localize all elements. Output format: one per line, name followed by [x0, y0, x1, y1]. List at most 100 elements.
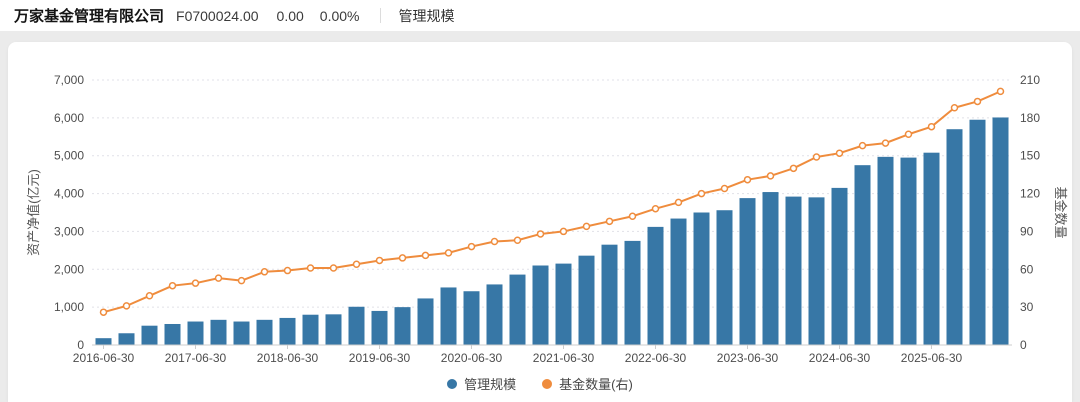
line-point[interactable] [904, 130, 913, 139]
line-point[interactable] [398, 254, 407, 262]
bar[interactable] [417, 298, 434, 345]
left-axis-tick-label: 7,000 [54, 73, 84, 87]
bar[interactable] [118, 333, 135, 345]
bar[interactable] [808, 197, 825, 345]
line-point[interactable] [99, 308, 108, 316]
line-point[interactable] [927, 122, 936, 131]
bar[interactable] [900, 157, 917, 345]
bar[interactable] [463, 291, 480, 345]
bar[interactable] [509, 274, 526, 345]
bar[interactable] [371, 310, 388, 345]
bar[interactable] [164, 323, 181, 345]
bar[interactable] [348, 306, 365, 345]
line-point[interactable] [973, 97, 982, 106]
line-point[interactable] [260, 268, 269, 276]
line-point[interactable] [605, 217, 614, 226]
x-axis-tick-label: 2019-06-30 [349, 351, 411, 365]
line-point[interactable] [214, 274, 223, 282]
line-point[interactable] [191, 279, 200, 287]
bar[interactable] [624, 240, 641, 345]
bar[interactable] [233, 321, 250, 345]
bar[interactable] [831, 187, 848, 345]
line-point[interactable] [720, 184, 729, 193]
line-point[interactable] [306, 264, 315, 272]
top-header-bar: 万家基金管理有限公司 F0700024.00 0.00 0.00% 管理规模 [0, 0, 1080, 31]
bar[interactable] [693, 212, 710, 346]
line-point[interactable] [513, 236, 522, 245]
line-point[interactable] [858, 141, 867, 150]
line-point[interactable] [283, 266, 292, 275]
header-divider [379, 8, 381, 23]
line-point[interactable] [628, 212, 637, 221]
bar[interactable] [555, 263, 572, 345]
left-axis-tick-label: 0 [77, 338, 84, 352]
line-point[interactable] [789, 164, 798, 173]
legend-dot-blue [447, 378, 458, 389]
bar[interactable] [785, 196, 802, 345]
line-point[interactable] [237, 276, 246, 285]
bar[interactable] [256, 319, 273, 345]
line-point[interactable] [559, 227, 568, 236]
bar[interactable] [578, 255, 595, 345]
bar[interactable] [739, 198, 756, 345]
bar[interactable] [302, 314, 319, 345]
line-point[interactable] [168, 281, 177, 290]
bar[interactable] [394, 307, 411, 345]
bar[interactable] [187, 321, 204, 345]
line-point[interactable] [651, 204, 660, 213]
fund-code: F0700024.00 [176, 7, 259, 24]
line-point[interactable] [835, 149, 844, 157]
line-point[interactable] [766, 172, 775, 180]
bar[interactable] [877, 156, 894, 345]
bar[interactable] [647, 226, 664, 345]
left-axis-tick-label: 1,000 [54, 300, 84, 314]
bar[interactable] [601, 244, 618, 345]
line-point[interactable] [743, 175, 752, 184]
line-point[interactable] [375, 256, 384, 265]
bar[interactable] [325, 314, 342, 345]
line-point[interactable] [122, 302, 131, 310]
legend-dot-orange [542, 378, 553, 389]
bar[interactable] [532, 265, 549, 346]
bar[interactable] [946, 129, 963, 345]
right-axis-tick-label: 210 [1020, 73, 1040, 87]
bar[interactable] [670, 218, 687, 345]
bar[interactable] [95, 338, 112, 345]
legend-item-fund-count[interactable]: 基金数量(右) [542, 374, 633, 393]
line-point[interactable] [329, 264, 338, 272]
bar[interactable] [854, 165, 871, 345]
x-axis-tick-label: 2018-06-30 [257, 351, 319, 365]
bar[interactable] [969, 119, 986, 345]
bar[interactable] [279, 317, 296, 345]
line-point[interactable] [536, 230, 545, 238]
bar[interactable] [762, 192, 779, 345]
line-point[interactable] [490, 237, 499, 246]
x-axis-tick-label: 2024-06-30 [809, 351, 871, 365]
line-point[interactable] [996, 87, 1005, 96]
line-point[interactable] [950, 104, 959, 112]
bar[interactable] [923, 152, 940, 345]
x-axis-tick-label: 2023-06-30 [717, 351, 779, 365]
bar[interactable] [141, 325, 158, 345]
bar[interactable] [716, 210, 733, 345]
line-point[interactable] [582, 222, 591, 231]
legend-item-management-scale[interactable]: 管理规模 [447, 374, 516, 393]
tab-management-scale[interactable]: 管理规模 [398, 7, 455, 24]
line-point[interactable] [674, 198, 683, 207]
bar[interactable] [992, 117, 1009, 345]
line-point[interactable] [352, 260, 361, 268]
line-point[interactable] [467, 242, 476, 251]
line-point[interactable] [697, 189, 706, 198]
bar[interactable] [486, 284, 503, 345]
legend-label: 管理规模 [464, 377, 517, 392]
right-axis-tick-label: 150 [1020, 149, 1040, 163]
line-point[interactable] [444, 249, 453, 257]
right-axis-tick-label: 180 [1020, 111, 1040, 125]
line-point[interactable] [421, 251, 430, 260]
bar[interactable] [440, 287, 457, 345]
chart-canvas[interactable]: 0 0 1,000 30 2,000 60 3,000 90 4,000 120 5,000 150 6… [8, 42, 1072, 402]
line-point[interactable] [881, 139, 890, 147]
bar[interactable] [210, 319, 227, 345]
line-point[interactable] [145, 292, 154, 300]
line-point[interactable] [812, 153, 821, 161]
